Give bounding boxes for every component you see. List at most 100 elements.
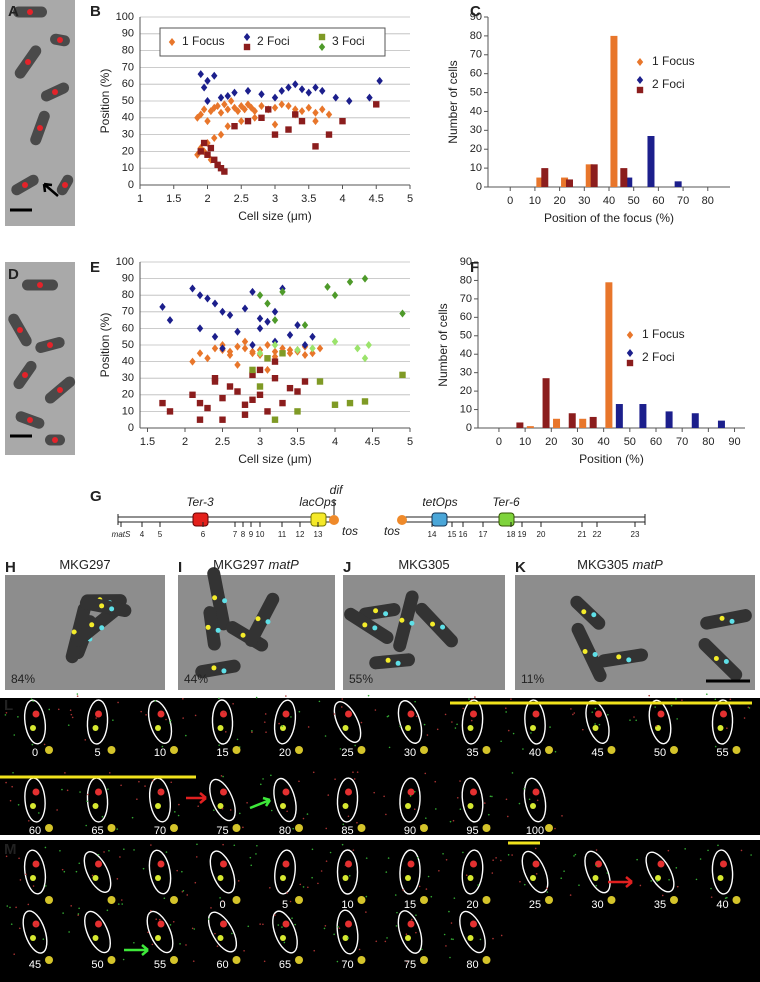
point: [249, 366, 256, 374]
frame: [255, 695, 310, 754]
focus: [407, 788, 415, 796]
x-axis-title: Position (%): [579, 452, 644, 466]
speckle: [62, 912, 64, 914]
speckle: [181, 870, 183, 873]
point: [271, 375, 279, 382]
speckle: [158, 918, 161, 921]
point: [224, 105, 231, 114]
point: [271, 347, 279, 356]
point: [251, 113, 258, 122]
point: [226, 350, 234, 359]
speckle: [415, 715, 418, 718]
cells: [65, 567, 752, 683]
speckle: [415, 931, 417, 934]
partner-focus: [357, 956, 366, 964]
speckle: [85, 824, 87, 827]
speckle: [145, 714, 147, 716]
speckle: [367, 694, 370, 697]
speckle: [365, 911, 367, 913]
point: [309, 332, 316, 341]
y-tick-label: 40: [470, 105, 482, 117]
y-tick-label: 100: [116, 11, 134, 23]
site-label: 15: [448, 530, 457, 539]
cell: [698, 637, 743, 682]
x-tick-label: 80: [702, 436, 714, 448]
cell-outline: [645, 851, 675, 893]
point: [361, 398, 369, 405]
partner-focus: [482, 956, 491, 964]
cell: [570, 595, 606, 630]
point: [249, 287, 256, 296]
partner-focus: [357, 896, 366, 904]
point: [234, 327, 241, 336]
speckle: [270, 809, 273, 812]
speckle: [306, 813, 309, 815]
speckle: [385, 871, 388, 873]
y-tick-label: 70: [470, 49, 482, 61]
speckle: [536, 799, 539, 802]
y-tick-label: 60: [460, 311, 472, 323]
site-label: 23: [631, 530, 640, 539]
speckle: [563, 870, 565, 872]
speckle: [511, 854, 513, 856]
y-tick-label: 50: [122, 339, 134, 351]
focus: [32, 920, 40, 928]
cell-outline: [274, 849, 296, 895]
point: [285, 102, 292, 111]
point: [207, 155, 215, 164]
speckle: [507, 854, 510, 856]
focus: [155, 725, 161, 731]
speckle: [290, 716, 292, 718]
point: [211, 375, 219, 382]
focus: [440, 624, 446, 630]
speckle: [229, 809, 232, 811]
frame: [194, 843, 253, 904]
cell: [22, 279, 58, 291]
speckle: [311, 876, 313, 879]
speckle: [388, 746, 391, 749]
focus: [717, 875, 724, 881]
speckle: [406, 960, 408, 963]
point: [271, 341, 279, 349]
speckle: [177, 814, 180, 817]
cell: [244, 592, 280, 647]
point: [331, 337, 339, 346]
focus: [27, 9, 33, 15]
legend-marker: [626, 359, 634, 367]
y-tick-label: 20: [460, 385, 472, 397]
point: [244, 86, 252, 95]
speckle: [77, 913, 80, 915]
speckle: [274, 914, 276, 916]
speckle: [452, 819, 455, 822]
focus: [157, 788, 165, 796]
y-tick-label: 70: [122, 306, 134, 318]
y-tick-label: 80: [470, 30, 482, 42]
speckle: [333, 933, 335, 936]
focus: [719, 615, 725, 621]
speckle: [578, 884, 580, 886]
point: [292, 111, 299, 118]
speckle: [5, 781, 7, 784]
speckle: [471, 698, 473, 701]
speckle: [32, 700, 34, 703]
speckle: [668, 878, 670, 881]
time-label: 30: [591, 899, 603, 911]
speckle: [136, 798, 138, 801]
speckle: [365, 895, 368, 898]
speckle: [661, 894, 664, 897]
speckle: [163, 897, 166, 900]
speckle: [133, 941, 135, 944]
speckle: [717, 844, 719, 847]
legend-marker: [243, 33, 251, 41]
speckle: [442, 853, 444, 855]
site-label: 14: [428, 530, 437, 539]
cell-outline: [211, 699, 234, 745]
cell: [203, 606, 221, 651]
partner-focus: [45, 746, 53, 754]
focus: [95, 788, 102, 796]
bar: [526, 426, 534, 428]
point: [166, 408, 174, 415]
point: [214, 161, 221, 169]
x-tick-label: 50: [628, 195, 640, 207]
speckle: [342, 823, 345, 826]
